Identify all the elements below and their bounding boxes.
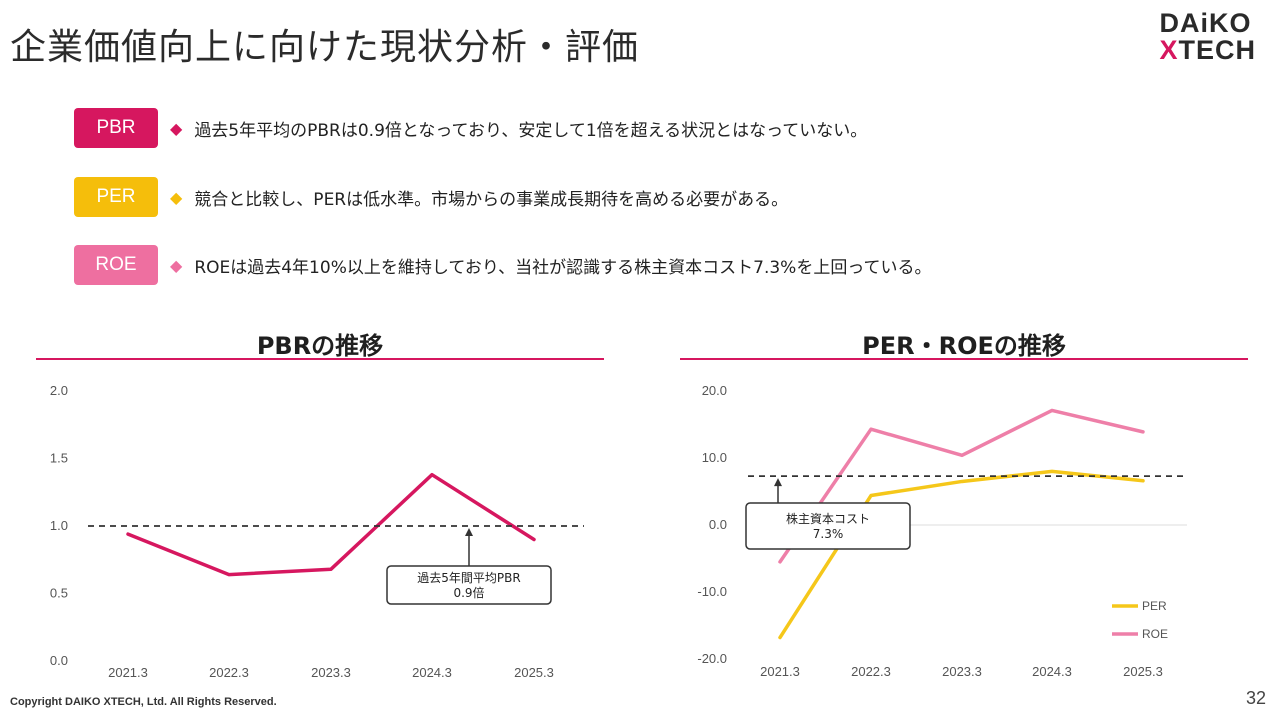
pbr-arrow-head-icon: [465, 528, 473, 536]
pbr-callout-line1: 過去5年間平均PBR: [417, 571, 520, 585]
pbr-series-line-pbr: [126, 472, 536, 577]
page-title: 企業価値向上に向けた現状分析・評価: [10, 27, 640, 68]
pbr-y-tick-label: 2.0: [50, 383, 68, 398]
pbr-x-tick-label: 2023.3: [311, 665, 351, 680]
per-roe-x-tick-label: 2022.3: [851, 664, 891, 679]
company-logo: DAiKO XTECH: [1159, 10, 1256, 64]
per-roe-callout-box: [745, 502, 911, 550]
pbr-y-tick-label: 1.0: [50, 518, 68, 533]
logo-bottom: XTECH: [1159, 37, 1256, 64]
per-roe-legend-label: ROE: [1142, 627, 1168, 641]
pbr-y-tick-label: 0.0: [50, 653, 68, 668]
roe-badge: ROE: [74, 245, 158, 285]
per-roe-chart-title: PER・ROEの推移: [862, 332, 1066, 360]
per-roe-y-tick-label: 10.0: [702, 450, 727, 465]
pbr-summary-text: 過去5年平均のPBRは0.9倍となっており、安定して1倍を超える状況とはなってい…: [194, 120, 868, 141]
pbr-y-tick-label: 0.5: [50, 586, 68, 601]
pbr-x-tick-label: 2025.3: [514, 665, 554, 680]
diamond-bullet-icon: ◆: [170, 187, 183, 207]
per-roe-title-rule: [680, 358, 1248, 360]
roe-summary-text: ROEは過去4年10%以上を維持しており、当社が認識する株主資本コスト7.3%を…: [194, 257, 932, 278]
per-roe-y-tick-label: -20.0: [697, 651, 727, 666]
pbr-badge: PBR: [74, 108, 158, 148]
per-roe-callout-line2: 7.3%: [813, 527, 844, 541]
pbr-x-tick-label: 2022.3: [209, 665, 249, 680]
per-roe-x-tick-label: 2024.3: [1032, 664, 1072, 679]
diamond-bullet-icon: ◆: [170, 255, 183, 275]
per-roe-callout-line1: 株主資本コスト: [786, 511, 870, 526]
summary-row-pbr: PBR ◆ 過去5年平均のPBRは0.9倍となっており、安定して1倍を超える状況…: [74, 108, 867, 148]
pbr-callout-box: [386, 565, 552, 605]
logo-bottom-text: TECH: [1178, 35, 1256, 65]
per-roe-arrow-head-icon: [774, 478, 782, 487]
per-roe-y-tick-label: 0.0: [709, 517, 727, 532]
diamond-bullet-icon: ◆: [170, 118, 183, 138]
copyright-footer: Copyright DAIKO XTECH, Ltd. All Rights R…: [10, 696, 277, 708]
per-summary-text: 競合と比較し、PERは低水準。市場からの事業成長期待を高める必要がある。: [194, 189, 789, 210]
pbr-x-tick-label: 2024.3: [412, 665, 452, 680]
pbr-title-rule: [36, 358, 604, 360]
logo-top: DAiKO: [1159, 8, 1252, 38]
summary-row-roe: ROE ◆ ROEは過去4年10%以上を維持しており、当社が認識する株主資本コス…: [74, 245, 932, 285]
per-roe-x-tick-label: 2023.3: [942, 664, 982, 679]
pbr-chart-title: PBRの推移: [256, 332, 384, 360]
summary-row-per: PER ◆ 競合と比較し、PERは低水準。市場からの事業成長期待を高める必要があ…: [74, 177, 788, 217]
pbr-y-tick-label: 1.5: [50, 451, 68, 466]
per-roe-series-line-per: [778, 469, 1145, 640]
per-roe-x-tick-label: 2021.3: [760, 664, 800, 679]
per-roe-y-tick-label: 20.0: [702, 383, 727, 398]
per-badge: PER: [74, 177, 158, 217]
per-roe-legend-label: PER: [1142, 599, 1167, 613]
pbr-x-tick-label: 2021.3: [108, 665, 148, 680]
per-roe-y-tick-label: -10.0: [697, 584, 727, 599]
per-roe-x-tick-label: 2025.3: [1123, 664, 1163, 679]
page-number: 32: [1245, 688, 1266, 708]
logo-x-mark: X: [1159, 35, 1179, 65]
pbr-callout-line2: 0.9倍: [453, 585, 484, 600]
